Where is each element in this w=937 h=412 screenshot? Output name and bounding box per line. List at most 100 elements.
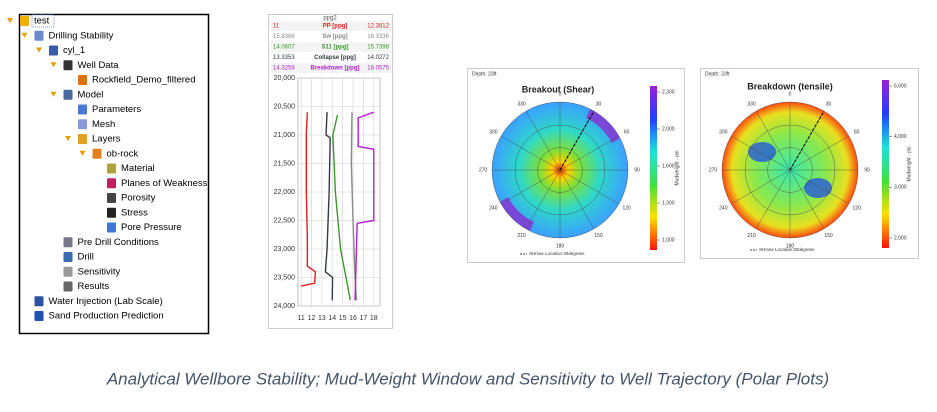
polar-depth: Depth: 23ft xyxy=(705,71,730,77)
expand-arrow xyxy=(65,136,71,141)
tree-item[interactable]: Sand Production Prediction xyxy=(49,311,164,322)
tree-icon xyxy=(92,148,102,159)
tree-icon xyxy=(63,266,73,277)
tree-item[interactable]: Results xyxy=(78,281,110,292)
y-tick-label: 20,000 xyxy=(274,75,296,82)
expand-arrow xyxy=(50,62,57,68)
tree-icon xyxy=(34,30,44,41)
angle-label: 0 xyxy=(559,91,562,97)
colorbar-tick-label: 2,000 xyxy=(662,126,675,132)
angle-label: 210 xyxy=(517,233,526,239)
angle-label: 90 xyxy=(864,167,870,173)
y-tick-label: 21,500 xyxy=(274,160,296,167)
log-curve xyxy=(324,112,334,301)
colorbar-tick-label: 1,000 xyxy=(662,237,675,243)
polar-title: Breakdown (tensile) xyxy=(747,81,833,91)
y-tick-label: 23,500 xyxy=(274,274,296,281)
tree-item[interactable]: ob-rock xyxy=(107,148,139,159)
tree-icon xyxy=(78,119,87,130)
polar-spoke xyxy=(789,169,849,205)
angle-label: 30 xyxy=(596,102,602,108)
header-min: 14.3258 xyxy=(273,66,295,72)
tree-icon xyxy=(63,252,73,262)
tree-icon xyxy=(107,163,116,174)
x-tick-label: 16 xyxy=(349,315,357,322)
colorbar-tick-label: 2,000 xyxy=(894,235,907,241)
polar-spoke xyxy=(525,111,561,171)
tree-item[interactable]: Drill xyxy=(78,252,94,263)
polar-spoke xyxy=(525,169,561,229)
tree-item[interactable]: Sensitivity xyxy=(78,266,121,277)
colorbar-label: Mudweight - psi xyxy=(906,146,912,181)
tree-icon xyxy=(107,178,116,189)
tree-icon xyxy=(34,296,44,307)
header-row xyxy=(270,52,391,63)
tree-icon xyxy=(49,45,58,56)
header-name: Collapse [ppg] xyxy=(314,55,356,61)
polar-depth: Depth: 23ft xyxy=(472,71,497,77)
tree-item[interactable]: Planes of Weakness xyxy=(121,178,208,189)
angle-label: 180 xyxy=(786,243,795,249)
angle-label: 210 xyxy=(747,233,756,239)
tree-icon xyxy=(63,60,73,71)
colorbar-tick-label: 4,000 xyxy=(894,134,907,140)
colorbar-tick-label: 2,300 xyxy=(662,89,675,95)
tree-item[interactable]: Porosity xyxy=(121,193,156,204)
header-name: Sw [ppg] xyxy=(322,34,347,40)
angle-label: 90 xyxy=(634,167,640,173)
angle-label: 270 xyxy=(479,167,488,173)
log-title: ppg2 xyxy=(323,16,337,22)
polar-spoke xyxy=(559,135,619,171)
colorbar xyxy=(650,86,657,250)
tree-item[interactable]: test xyxy=(34,16,50,27)
y-tick-label: 24,000 xyxy=(274,303,296,310)
tree-icon xyxy=(63,237,73,248)
y-tick-label: 21,000 xyxy=(274,132,296,139)
tree-item[interactable]: Stress xyxy=(121,207,148,218)
angle-label: 150 xyxy=(594,233,603,239)
tree-item[interactable]: Pre Drill Conditions xyxy=(78,237,160,248)
tree-icon xyxy=(34,311,44,321)
angle-label: 180 xyxy=(556,243,565,249)
expand-arrow xyxy=(50,91,57,97)
tree-item[interactable]: Material xyxy=(121,163,155,174)
angle-label: 300 xyxy=(719,129,728,135)
tree-item[interactable]: Rockfield_Demo_filtered xyxy=(92,75,196,86)
angle-label: 60 xyxy=(854,129,860,135)
tree-item[interactable]: Drilling Stability xyxy=(49,30,114,41)
tree-icon xyxy=(107,222,116,233)
angle-label: 60 xyxy=(624,129,630,135)
header-min: 15.8386 xyxy=(273,34,295,40)
header-max: 12.3812 xyxy=(367,24,389,30)
tree-item[interactable]: cyl_1 xyxy=(63,45,85,56)
tree-item[interactable]: Parameters xyxy=(92,104,141,115)
tree-icon xyxy=(20,16,29,26)
tree-item[interactable]: Layers xyxy=(92,134,121,145)
log-curve xyxy=(332,114,352,301)
tree-icon xyxy=(78,75,87,85)
tree-item[interactable]: Water Injection (Lab Scale) xyxy=(49,296,163,307)
header-name: PP [ppg] xyxy=(323,24,348,30)
angle-label: 0 xyxy=(789,91,792,97)
tree-panel xyxy=(18,13,210,335)
header-max: 18.0575 xyxy=(367,66,389,72)
header-min: 14.0607 xyxy=(273,45,295,51)
expand-arrow xyxy=(36,47,42,53)
angle-label: 120 xyxy=(623,205,632,211)
tree-icon xyxy=(63,281,73,292)
breakout-zone xyxy=(586,109,620,143)
tree-item[interactable]: Mesh xyxy=(92,119,115,130)
header-max: 14.0272 xyxy=(367,55,389,61)
shmax-line xyxy=(789,110,825,171)
legend-text: SHmax Location:30degrees xyxy=(529,251,585,256)
polar-spoke xyxy=(789,169,825,229)
colorbar-tick-label: 1,300 xyxy=(662,200,675,206)
tree-item[interactable]: Model xyxy=(78,89,104,100)
angle-label: 150 xyxy=(824,233,833,239)
tree-item[interactable]: Well Data xyxy=(78,60,120,71)
header-row xyxy=(270,31,391,42)
colorbar-tick-label: 5,000 xyxy=(894,83,907,89)
shmax-line xyxy=(559,110,595,171)
tree-item[interactable]: Pore Pressure xyxy=(121,222,182,233)
